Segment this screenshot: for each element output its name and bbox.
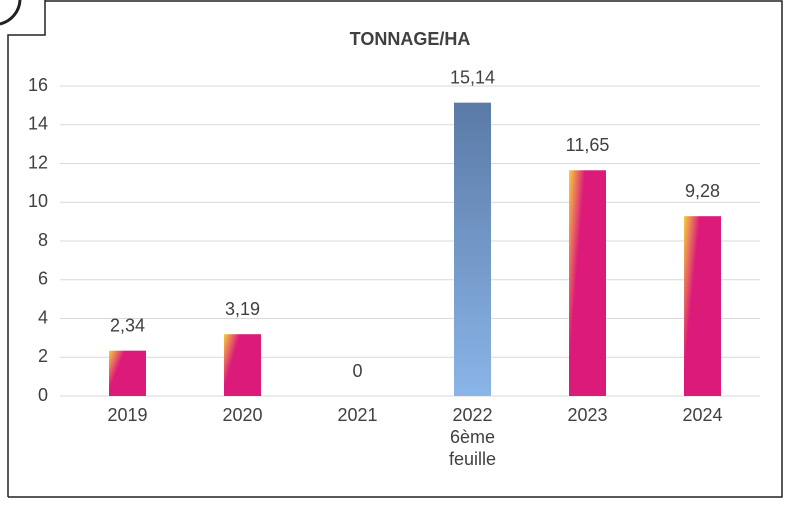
value-label: 11,65 [566,135,610,155]
value-label: 15,14 [450,67,495,87]
bar [224,334,261,396]
y-tick-label: 10 [28,191,48,211]
y-tick-label: 4 [38,307,48,327]
frame [7,0,783,498]
y-tick-label: 14 [28,114,48,134]
x-tick-label: 2023 [567,405,608,425]
bar [109,350,146,396]
y-tick-label: 0 [38,385,48,405]
value-label: 9,28 [685,181,720,201]
bar [684,216,721,396]
x-tick-label: 2021 [337,405,378,425]
value-label: 3,19 [225,299,260,319]
y-tick-label: 2 [38,346,48,366]
y-tick-label: 8 [38,230,48,250]
corner-icon [0,0,22,26]
bar [454,102,491,396]
y-tick-label: 12 [28,152,48,172]
value-label: 0 [352,361,362,381]
y-tick-label: 6 [38,269,48,289]
value-label: 2,34 [110,315,145,335]
x-tick-label: 2020 [222,405,263,425]
bar [569,170,606,396]
x-tick-label: 2022 6ème feuille [448,405,497,469]
x-tick-label: 2019 [107,405,148,425]
chart-title: TONNAGE/HA [350,29,471,49]
x-tick-label: 2024 [682,405,723,425]
y-tick-label: 16 [28,75,48,95]
